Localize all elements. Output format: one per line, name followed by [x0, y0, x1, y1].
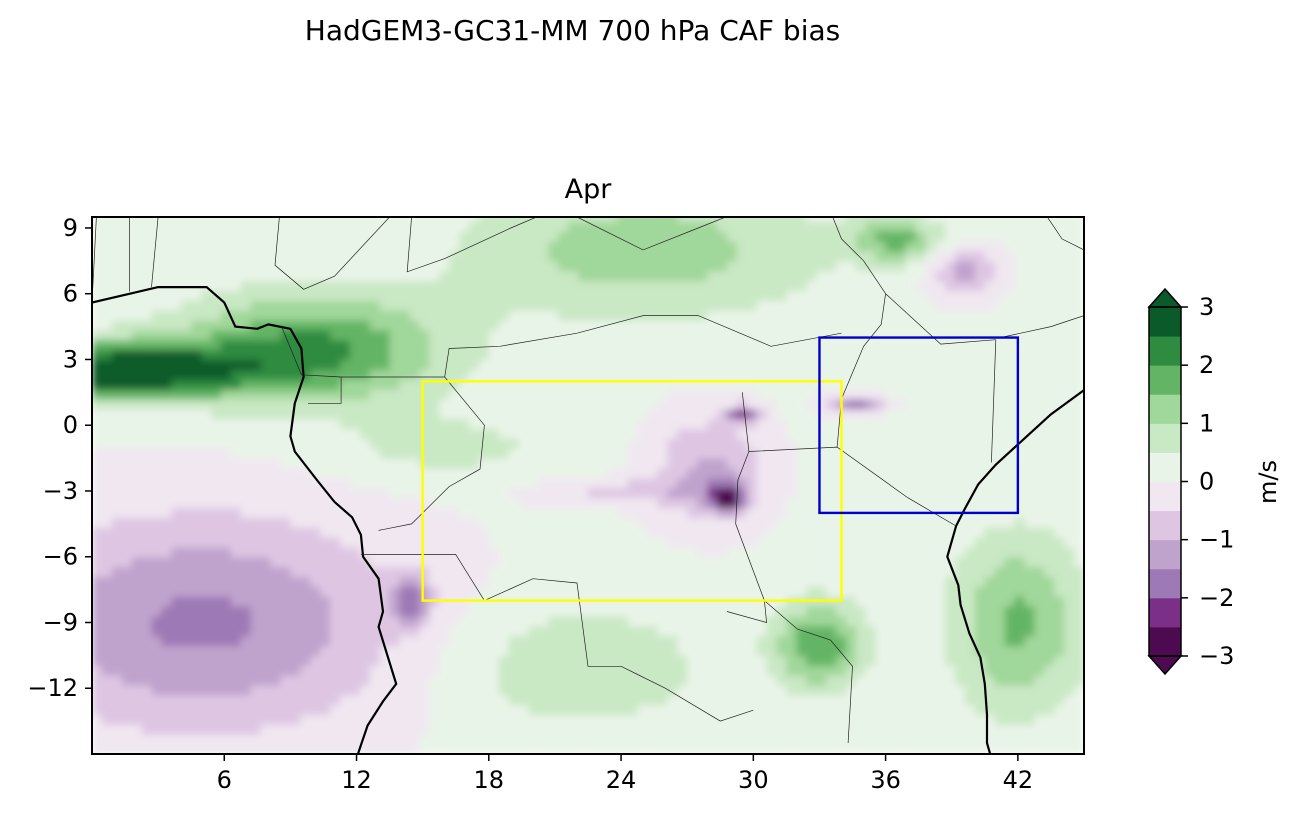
colorbar-tick-label: 3 [1199, 293, 1214, 321]
colorbar: 3 2 1 0 −1 −2 −3 m/s [1147, 287, 1282, 676]
y-tick-label: −9 [43, 608, 78, 636]
y-tick-label: −3 [43, 477, 78, 505]
x-tick-label: 36 [870, 766, 901, 794]
bias-field [92, 217, 1084, 754]
x-tick-label: 30 [738, 766, 769, 794]
y-tick-label: 9 [63, 214, 78, 242]
colorbar-band [1149, 365, 1181, 395]
region-box-2 [818, 336, 1020, 515]
x-tick-label: 42 [1003, 766, 1034, 794]
x-tick-label: 6 [217, 766, 232, 794]
colorbar-band [1149, 307, 1181, 337]
colorbar-band [1149, 423, 1181, 453]
figure-suptitle: HadGEM3-GC31-MM 700 hPa CAF bias [304, 14, 841, 47]
colorbar-tick-label: −3 [1199, 642, 1234, 670]
colorbar-band [1149, 597, 1181, 628]
colorbar-label: m/s [1254, 460, 1282, 504]
colorbar-band [1149, 452, 1181, 482]
panel-title: Apr [565, 174, 613, 205]
colorbar-band [1149, 539, 1181, 570]
region-boxes [421, 336, 1020, 602]
x-tick-label: 12 [341, 766, 372, 794]
colorbar-tick-label: 2 [1199, 351, 1214, 379]
x-tick-label: 18 [474, 766, 505, 794]
y-axis: 9 6 3 0 −3 −6 −9 −12 [27, 214, 92, 702]
colorbar-extend-top [1147, 287, 1183, 308]
colorbar-tick-label: 1 [1199, 409, 1214, 437]
colorbar-band [1149, 481, 1181, 512]
coastline [92, 217, 1084, 754]
colorbar-tick-label: 0 [1199, 468, 1214, 496]
colorbar-band [1149, 336, 1181, 366]
y-tick-label: 6 [63, 280, 78, 308]
x-axis: 6 12 18 24 30 36 42 [217, 754, 1034, 794]
x-tick-label: 24 [606, 766, 637, 794]
map-frame [91, 216, 1085, 755]
colorbar-tick-label: −2 [1199, 584, 1234, 612]
colorbar-band [1149, 568, 1181, 599]
y-tick-label: 3 [63, 345, 78, 373]
colorbar-band [1149, 510, 1181, 541]
colorbar-extend-bottom [1147, 655, 1183, 676]
y-tick-label: −12 [27, 674, 78, 702]
y-tick-label: 0 [63, 411, 78, 439]
y-tick-label: −6 [43, 543, 78, 571]
colorbar-band [1149, 626, 1181, 657]
colorbar-tick-label: −1 [1199, 526, 1234, 554]
colorbar-band [1149, 394, 1181, 424]
region-box-1 [421, 380, 843, 602]
